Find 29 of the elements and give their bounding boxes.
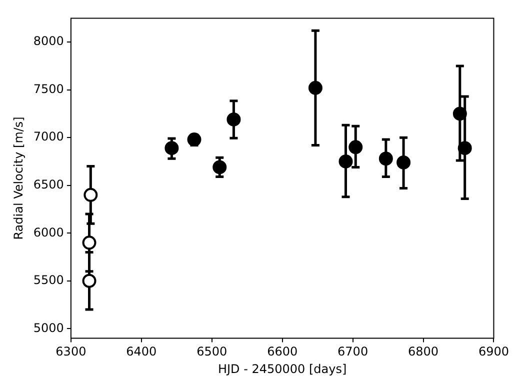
point: [348, 140, 363, 154]
point: [396, 155, 411, 170]
y-tick-label: 6000: [33, 225, 64, 240]
point: [82, 274, 96, 288]
y-tick-label: 6500: [33, 177, 64, 192]
point: [212, 160, 227, 174]
x-tick-label: 6900: [478, 344, 510, 359]
x-tick-label: 6500: [196, 344, 228, 359]
point: [378, 152, 393, 166]
x-tick-label: 6400: [126, 344, 157, 359]
x-tick-label: 6300: [56, 344, 86, 359]
y-tick-label: 5500: [33, 273, 64, 288]
y-tick-label: 7000: [33, 130, 64, 144]
point: [458, 141, 472, 156]
point: [82, 236, 96, 250]
point: [452, 106, 467, 121]
y-tick-label: 5000: [33, 320, 64, 335]
y-tick-label: 7500: [33, 82, 64, 96]
point: [226, 112, 241, 126]
x-axis-title: HJD - 2450000 [days]: [218, 362, 347, 376]
x-tick-label: 6700: [338, 344, 368, 359]
x-tick-label: 6600: [267, 344, 298, 359]
y-tick-label: 8000: [33, 34, 64, 48]
y-axis-title: Radial Velocity [m/s]: [11, 116, 26, 240]
x-tick-label: 6800: [408, 344, 439, 359]
point: [308, 80, 322, 95]
point: [84, 188, 98, 202]
point: [164, 141, 179, 156]
point: [338, 154, 353, 168]
